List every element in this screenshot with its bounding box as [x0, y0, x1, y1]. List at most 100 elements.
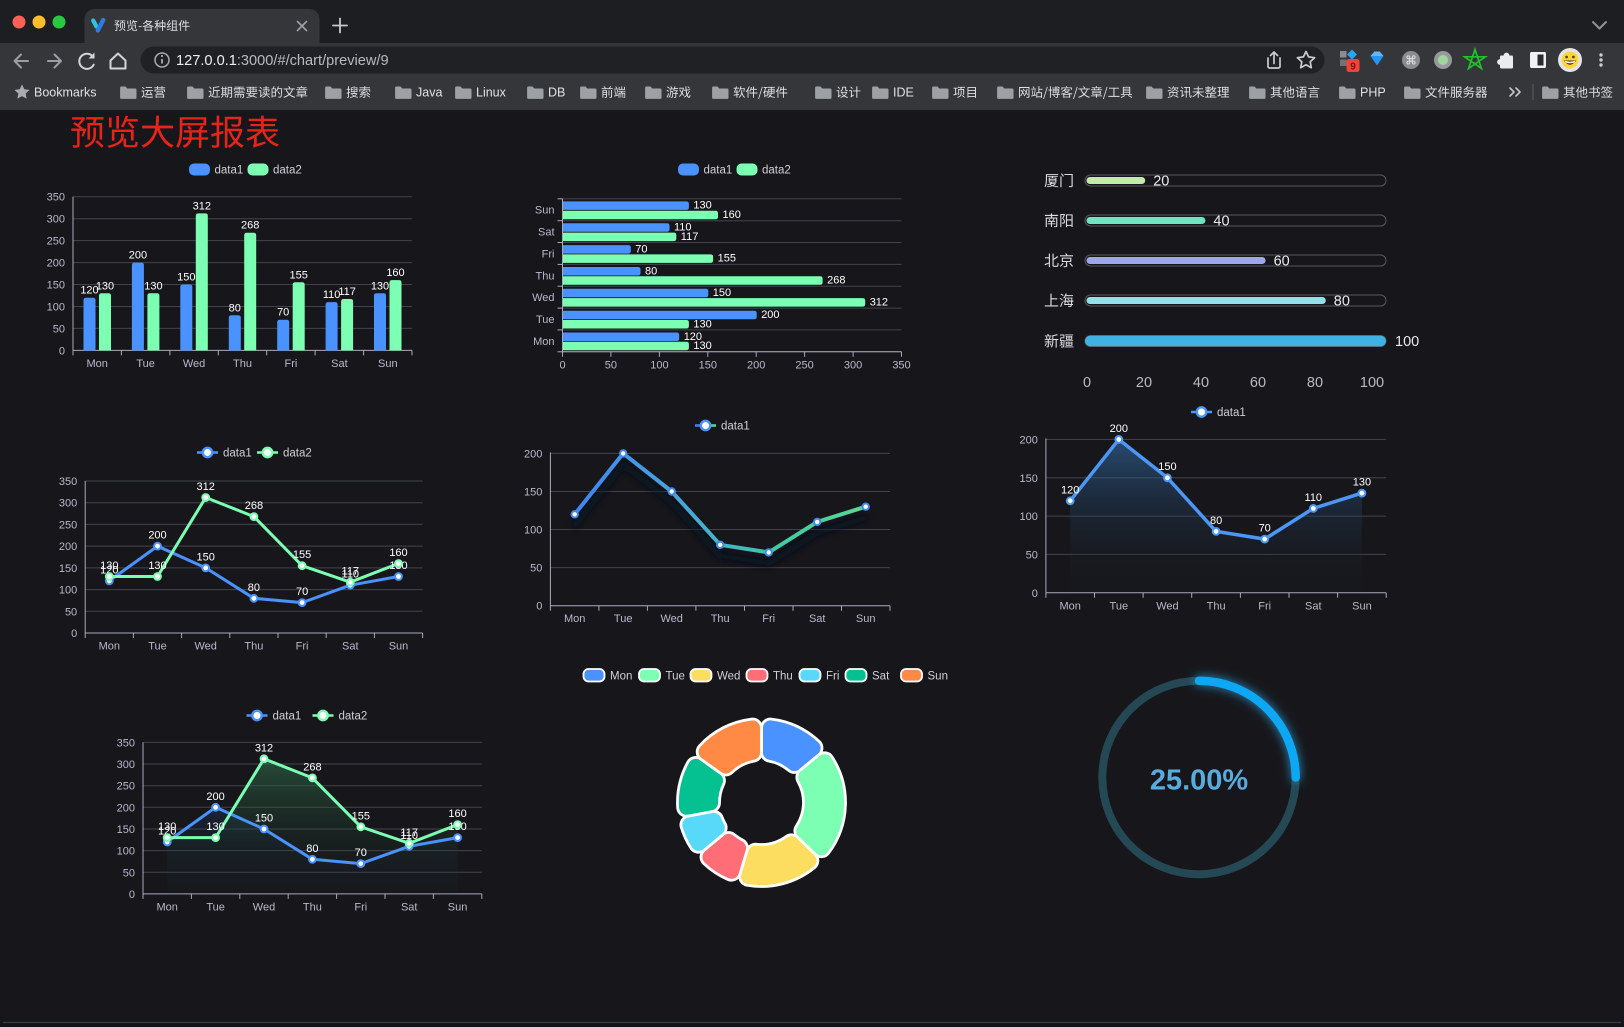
svg-text:Sat: Sat [1305, 600, 1322, 612]
svg-text:268: 268 [827, 275, 845, 287]
svg-text:Wed: Wed [532, 292, 554, 304]
svg-text:Bookmarks: Bookmarks [34, 86, 97, 100]
svg-text:Java: Java [416, 86, 442, 100]
svg-text:100: 100 [1395, 334, 1419, 350]
svg-text:100: 100 [59, 585, 77, 597]
svg-text:Fri: Fri [762, 613, 775, 625]
svg-text:Sat: Sat [809, 613, 826, 625]
svg-text:Mon: Mon [86, 358, 107, 370]
svg-text:data2: data2 [273, 165, 302, 177]
svg-text:150: 150 [255, 813, 273, 825]
svg-text:117: 117 [681, 231, 699, 243]
svg-text:130: 130 [1353, 477, 1371, 489]
svg-text:150: 150 [699, 359, 717, 371]
svg-text:Sun: Sun [856, 613, 876, 625]
svg-text:300: 300 [844, 359, 862, 371]
svg-text:Sat: Sat [331, 358, 348, 370]
svg-text:0: 0 [1032, 588, 1038, 600]
svg-text:200: 200 [47, 258, 65, 270]
svg-text:Sun: Sun [378, 358, 398, 370]
svg-text:Wed: Wed [253, 901, 275, 913]
svg-text:150: 150 [1158, 461, 1176, 473]
svg-text:120: 120 [684, 331, 702, 343]
svg-text:Wed: Wed [1156, 600, 1178, 612]
svg-text:100: 100 [1020, 511, 1038, 523]
svg-text:100: 100 [524, 525, 542, 537]
svg-text:data1: data1 [704, 165, 733, 177]
svg-text:100: 100 [47, 302, 65, 314]
svg-text:312: 312 [255, 742, 273, 754]
svg-text:70: 70 [635, 243, 647, 255]
svg-text:150: 150 [177, 272, 195, 284]
svg-text:Wed: Wed [660, 613, 682, 625]
svg-text:130: 130 [693, 200, 711, 212]
svg-text:20: 20 [1153, 174, 1169, 190]
svg-text:120: 120 [100, 564, 118, 576]
svg-text:312: 312 [197, 481, 215, 493]
svg-text:80: 80 [306, 843, 318, 855]
svg-text:268: 268 [241, 220, 259, 232]
svg-text:130: 130 [144, 280, 162, 292]
svg-text:250: 250 [117, 781, 135, 793]
svg-text:Thu: Thu [711, 613, 730, 625]
svg-text:40: 40 [1213, 214, 1229, 230]
svg-text:150: 150 [713, 287, 731, 299]
svg-text:160: 160 [448, 808, 466, 820]
svg-text:110: 110 [400, 830, 418, 842]
svg-text:Fri: Fri [284, 358, 297, 370]
svg-text:Linux: Linux [476, 86, 507, 100]
svg-text:350: 350 [59, 476, 77, 488]
svg-text:110: 110 [674, 222, 692, 234]
svg-text:150: 150 [47, 280, 65, 292]
svg-text:Sat: Sat [872, 670, 890, 682]
svg-text:Sun: Sun [448, 901, 468, 913]
svg-text:Tue: Tue [136, 358, 155, 370]
svg-text:80: 80 [1210, 515, 1222, 527]
svg-text:160: 160 [389, 547, 407, 559]
svg-text:Sat: Sat [401, 901, 418, 913]
svg-text:155: 155 [352, 810, 370, 822]
svg-text:60: 60 [1250, 375, 1266, 391]
svg-text:Fri: Fri [296, 641, 309, 653]
svg-text:130: 130 [206, 821, 224, 833]
svg-text:Tue: Tue [1110, 600, 1129, 612]
svg-text:130: 130 [96, 280, 114, 292]
svg-text:150: 150 [117, 824, 135, 836]
svg-text:155: 155 [290, 269, 308, 281]
svg-text:80: 80 [229, 302, 241, 314]
svg-text:80: 80 [1307, 375, 1323, 391]
svg-text:160: 160 [386, 267, 404, 279]
svg-text:100: 100 [650, 359, 668, 371]
svg-text:70: 70 [277, 307, 289, 319]
svg-text:Sun: Sun [928, 670, 948, 682]
svg-text:160: 160 [723, 209, 741, 221]
svg-text:Sat: Sat [538, 227, 555, 239]
svg-text:Wed: Wed [194, 641, 216, 653]
svg-text:100: 100 [117, 846, 135, 858]
svg-text:Mon: Mon [1059, 600, 1080, 612]
svg-text:80: 80 [248, 582, 260, 594]
svg-text:0: 0 [1083, 375, 1091, 391]
svg-text:127.0.0.1:3000/#/chart/preview: 127.0.0.1:3000/#/chart/preview/9 [176, 53, 389, 69]
svg-text:120: 120 [158, 826, 176, 838]
svg-text:80: 80 [645, 265, 657, 277]
svg-text:110: 110 [1305, 492, 1323, 504]
svg-text:70: 70 [296, 586, 308, 598]
svg-text:9: 9 [1350, 62, 1356, 73]
svg-text:DB: DB [548, 86, 565, 100]
svg-text:50: 50 [1026, 549, 1038, 561]
svg-text:Wed: Wed [183, 358, 205, 370]
svg-text:Tue: Tue [148, 641, 167, 653]
svg-text:350: 350 [117, 737, 135, 749]
svg-text:0: 0 [559, 359, 565, 371]
svg-text:0: 0 [59, 345, 65, 357]
svg-text:200: 200 [148, 530, 166, 542]
svg-text:Mon: Mon [156, 901, 177, 913]
svg-text:Thu: Thu [244, 641, 263, 653]
svg-text:50: 50 [605, 359, 617, 371]
svg-text:200: 200 [747, 359, 765, 371]
svg-text:Mon: Mon [610, 670, 632, 682]
svg-text:130: 130 [100, 560, 118, 572]
svg-text:150: 150 [1020, 473, 1038, 485]
svg-text:70: 70 [1259, 523, 1271, 535]
